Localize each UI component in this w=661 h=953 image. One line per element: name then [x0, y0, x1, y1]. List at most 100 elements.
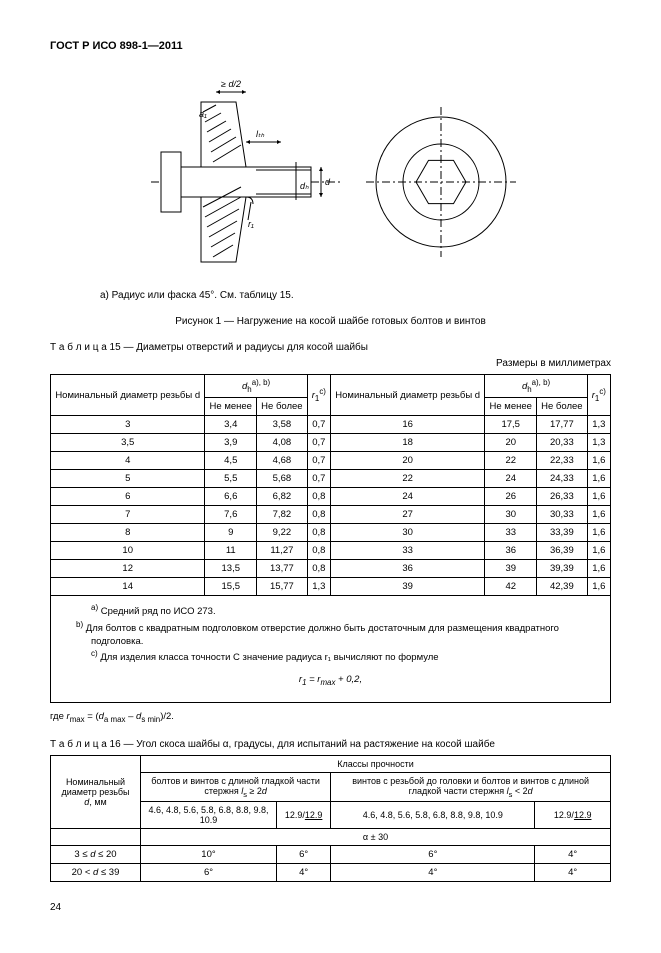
table-cell: 3 [51, 416, 205, 434]
table-cell: 39 [485, 560, 537, 578]
table-cell: 20 [330, 452, 484, 470]
fn-c: Для изделия класса точности С значение р… [100, 652, 438, 663]
t16-sc: 4.6, 4.8, 5.6, 5.8, 6.8, 8.8, 9.8, 10.9 [331, 802, 535, 829]
table-cell: 1,6 [587, 452, 610, 470]
dim-a1: a₁ [199, 109, 207, 119]
table-cell: 3,5 [51, 434, 205, 452]
table-cell: 17,5 [485, 416, 537, 434]
table-cell: 30 [485, 506, 537, 524]
page-number: 24 [50, 902, 611, 913]
doc-header: ГОСТ Р ИСО 898-1—2011 [50, 40, 611, 52]
table-cell: 36 [485, 542, 537, 560]
t15-col-dh: dha), b) [205, 375, 307, 398]
table-cell: 0,8 [307, 560, 330, 578]
table-cell: 5,68 [257, 470, 308, 488]
table-cell: 10 [51, 542, 205, 560]
table-cell: 0,8 [307, 506, 330, 524]
table-cell: 0,7 [307, 452, 330, 470]
table-cell: 36 [330, 560, 484, 578]
table-cell: 30 [330, 524, 484, 542]
table-cell: 4 [51, 452, 205, 470]
table-cell: 39,39 [537, 560, 588, 578]
table-cell: 6° [331, 846, 535, 864]
table-cell: 13,5 [205, 560, 257, 578]
table-cell: 7 [51, 506, 205, 524]
dim-d2: ≥ d/2 [221, 79, 241, 89]
fn-a: Средний ряд по ИСО 273. [101, 606, 216, 617]
table-16: Номинальный диаметр резьбы d, мм Классы … [50, 755, 611, 883]
t15-max: Не более [257, 398, 308, 416]
table-cell: 4° [276, 864, 330, 882]
t15-col-r1-2: r1c) [587, 375, 610, 416]
table-cell: 1,6 [587, 560, 610, 578]
table-cell: 24 [330, 488, 484, 506]
table-cell: 33 [330, 542, 484, 560]
table-cell: 9,22 [257, 524, 308, 542]
table-cell: 13,77 [257, 560, 308, 578]
table-cell: 0,7 [307, 470, 330, 488]
t16-alpha: α ± 30 [141, 829, 611, 846]
table-cell: 4,08 [257, 434, 308, 452]
table-cell: 26 [485, 488, 537, 506]
table-cell: 15,5 [205, 578, 257, 596]
table-cell: 1,6 [587, 524, 610, 542]
table-15: Номинальный диаметр резьбы d dha), b) r1… [50, 374, 611, 596]
t15-col-d-2: Номинальный диаметр резьбы d [330, 375, 484, 416]
table-cell: 5,5 [205, 470, 257, 488]
dimensions-note: Размеры в миллиметрах [50, 358, 611, 369]
fn-b: Для болтов с квадратным подголовком отве… [86, 623, 559, 647]
dim-lth: lₜₕ [256, 129, 265, 139]
table-cell: 30,33 [537, 506, 588, 524]
table-cell: 39 [330, 578, 484, 596]
table-cell: 0,8 [307, 542, 330, 560]
table-cell: 3,4 [205, 416, 257, 434]
table-cell: 4,68 [257, 452, 308, 470]
t16-sb: 12.9/12.9 [276, 802, 330, 829]
table-cell: 14 [51, 578, 205, 596]
table-cell: 33 [485, 524, 537, 542]
figure-1-caption: Рисунок 1 — Нагружение на косой шайбе го… [50, 316, 611, 327]
dim-dh: dₕ [300, 181, 309, 191]
table-cell: 0,7 [307, 434, 330, 452]
dim-r1: r₁ [248, 219, 254, 229]
table-cell: 0,8 [307, 488, 330, 506]
table-cell: 5 [51, 470, 205, 488]
table-cell: 20,33 [537, 434, 588, 452]
table-cell: 6 [51, 488, 205, 506]
table-cell: 7,6 [205, 506, 257, 524]
table-cell: 0,7 [307, 416, 330, 434]
t16-sd: 12.9/12.9 [535, 802, 611, 829]
table-cell: 7,82 [257, 506, 308, 524]
table-cell: 20 [485, 434, 537, 452]
table-cell: 24 [485, 470, 537, 488]
table-cell: 16 [330, 416, 484, 434]
t16-left: болтов и винтов с длиной гладкой части с… [141, 772, 331, 802]
t15-col-d: Номинальный диаметр резьбы d [51, 375, 205, 416]
table-16-caption: Т а б л и ц а 16 — Угол скоса шайбы α, г… [50, 739, 611, 750]
table-cell: 22 [485, 452, 537, 470]
table-cell: 20 < d ≤ 39 [51, 864, 141, 882]
table-cell: 33,39 [537, 524, 588, 542]
table-cell: 3 ≤ d ≤ 20 [51, 846, 141, 864]
table-cell: 27 [330, 506, 484, 524]
footnote-a: a) Радиус или фаска 45°. См. таблицу 15. [100, 290, 611, 301]
table-cell: 3,9 [205, 434, 257, 452]
t16-right: винтов с резьбой до головки и болтов и в… [331, 772, 611, 802]
t16-col-d: Номинальный диаметр резьбы d, мм [51, 755, 141, 829]
t16-sa: 4.6, 4.8, 5.6, 5.8, 6.8, 8.8, 9.8, 10.9 [141, 802, 277, 829]
table-cell: 42 [485, 578, 537, 596]
table-cell: 11 [205, 542, 257, 560]
table-cell: 6,6 [205, 488, 257, 506]
t15-col-dh-2: dha), b) [485, 375, 587, 398]
formula: r1 = rmax + 0,2, [61, 673, 600, 688]
table-cell: 36,39 [537, 542, 588, 560]
table-cell: 6° [276, 846, 330, 864]
table-cell: 4° [535, 846, 611, 864]
table-cell: 24,33 [537, 470, 588, 488]
table-cell: 4° [535, 864, 611, 882]
table-cell: 1,6 [587, 506, 610, 524]
table-cell: 9 [205, 524, 257, 542]
table-cell: 4° [331, 864, 535, 882]
table-cell: 10° [141, 846, 277, 864]
table-cell: 42,39 [537, 578, 588, 596]
